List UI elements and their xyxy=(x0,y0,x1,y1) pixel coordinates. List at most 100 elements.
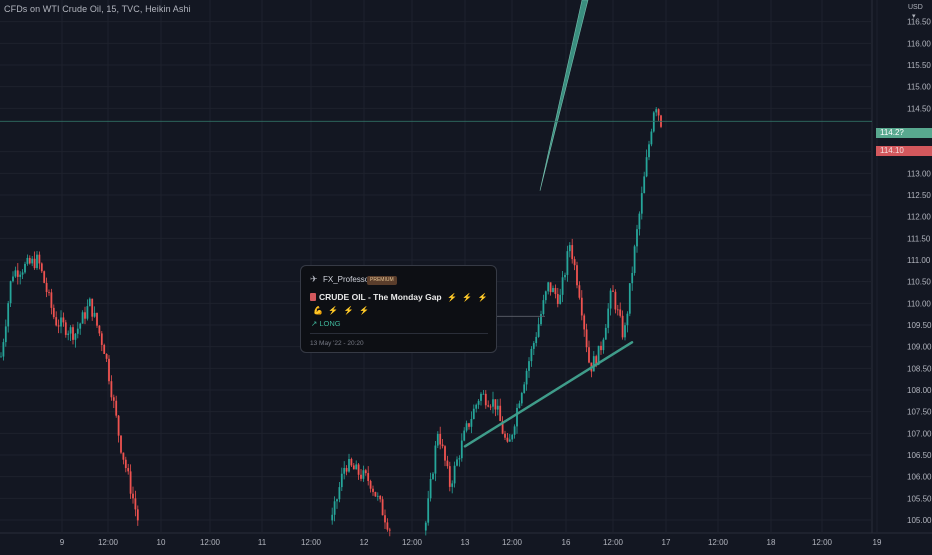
candle xyxy=(55,311,58,327)
candle-body xyxy=(516,407,518,427)
candle xyxy=(19,271,22,285)
candle xyxy=(367,466,370,486)
candle xyxy=(117,415,120,443)
candle xyxy=(631,266,634,291)
candle-body xyxy=(652,112,655,132)
candle-body xyxy=(460,440,463,459)
lightning-icon: ⚡ xyxy=(359,306,369,315)
candle xyxy=(585,323,588,353)
candle-body xyxy=(21,272,24,275)
candle xyxy=(511,433,514,443)
candle xyxy=(96,312,98,328)
candle-body xyxy=(36,254,38,269)
candle-body xyxy=(504,433,506,438)
candle-body xyxy=(444,446,446,461)
candle-body xyxy=(67,333,70,335)
price-axis[interactable]: 105.00 105.50 106.00 106.50 107.00 107.50 108.… xyxy=(907,18,932,525)
candle xyxy=(24,261,26,274)
candle xyxy=(494,399,497,417)
candle-body xyxy=(2,342,5,357)
candle-body xyxy=(331,514,334,521)
idea-title-row[interactable]: CRUDE OIL - The Monday Gap ⚡ ⚡ ⚡ 💪 ⚡ ⚡ ⚡ xyxy=(310,291,492,317)
candle-body xyxy=(120,435,122,453)
candle xyxy=(566,245,569,282)
candle xyxy=(441,438,444,449)
candle-body xyxy=(124,459,127,469)
candle xyxy=(338,482,341,503)
candle-body xyxy=(597,345,600,365)
candle xyxy=(62,312,65,327)
candle xyxy=(52,304,55,320)
candle xyxy=(333,496,336,522)
candle-body xyxy=(88,298,91,307)
candle-body xyxy=(636,229,638,247)
currency-label[interactable]: USD xyxy=(908,4,923,11)
candle-body xyxy=(136,509,139,521)
premium-badge: PREMIUM xyxy=(367,276,397,285)
candle xyxy=(69,325,72,342)
candle xyxy=(465,420,468,433)
candle-body xyxy=(340,473,343,488)
candle-body xyxy=(453,465,456,484)
candle-body xyxy=(105,353,108,359)
candle xyxy=(388,527,391,537)
candle xyxy=(40,262,43,273)
candle-body xyxy=(93,312,96,317)
idea-author[interactable]: FX_Professor xyxy=(323,275,372,284)
candle-body xyxy=(480,393,482,401)
candle-body xyxy=(91,298,94,317)
candle xyxy=(609,288,612,316)
candle-body xyxy=(57,325,60,327)
candle-body xyxy=(7,303,10,327)
candle-body xyxy=(439,433,442,445)
candle xyxy=(43,270,46,284)
lightning-icon: ⚡ xyxy=(477,293,488,302)
candle-body xyxy=(472,408,475,420)
candle xyxy=(648,140,650,161)
currency-dropdown-icon[interactable]: ▾ xyxy=(912,13,916,20)
candle xyxy=(424,520,427,536)
candle-body xyxy=(132,493,134,499)
candle-body xyxy=(108,358,110,382)
candle-body xyxy=(614,291,617,310)
close-price-tag: 114.10 xyxy=(876,146,932,156)
candle-body xyxy=(482,393,485,395)
candle-body xyxy=(441,444,444,447)
candle-body xyxy=(427,498,430,523)
candle-body xyxy=(513,426,516,435)
price-tick-label: 108.00 xyxy=(907,386,932,395)
candle xyxy=(48,289,50,296)
price-tick-label: 107.00 xyxy=(907,429,932,438)
candle-body xyxy=(648,144,650,158)
candle xyxy=(643,171,646,194)
candle xyxy=(16,263,19,285)
candle-body xyxy=(38,254,41,264)
candle xyxy=(499,398,502,422)
candle-body xyxy=(595,356,598,365)
candle xyxy=(86,299,89,321)
candle xyxy=(432,471,434,481)
candle xyxy=(616,304,619,316)
candle-body xyxy=(84,312,86,319)
candle xyxy=(444,445,446,467)
candle-body xyxy=(523,384,526,393)
price-tick-label: 112.00 xyxy=(907,213,931,222)
idea-title[interactable]: CRUDE OIL - The Monday Gap xyxy=(319,292,442,302)
time-axis[interactable]: 9 12:00 10 12:00 11 12:00 12 12:00 13 12:00 16 12:0… xyxy=(60,538,882,547)
candle-body xyxy=(127,468,130,472)
time-tick-label: 12:00 xyxy=(98,538,119,547)
candle-body xyxy=(542,300,545,315)
candle xyxy=(636,224,638,253)
candle-body xyxy=(544,291,547,301)
time-tick-label: 12:00 xyxy=(301,538,322,547)
candle xyxy=(340,467,343,492)
candle-body xyxy=(470,419,473,427)
candle xyxy=(350,457,353,467)
time-tick-label: 17 xyxy=(662,538,671,547)
candle-body xyxy=(585,329,588,348)
idea-card[interactable]: ✈ FX_Professor PREMIUM CRUDE OIL - The M… xyxy=(300,265,497,353)
candle-body xyxy=(352,465,355,470)
price-tick-label: 114.50 xyxy=(907,104,931,113)
candle xyxy=(369,479,372,493)
